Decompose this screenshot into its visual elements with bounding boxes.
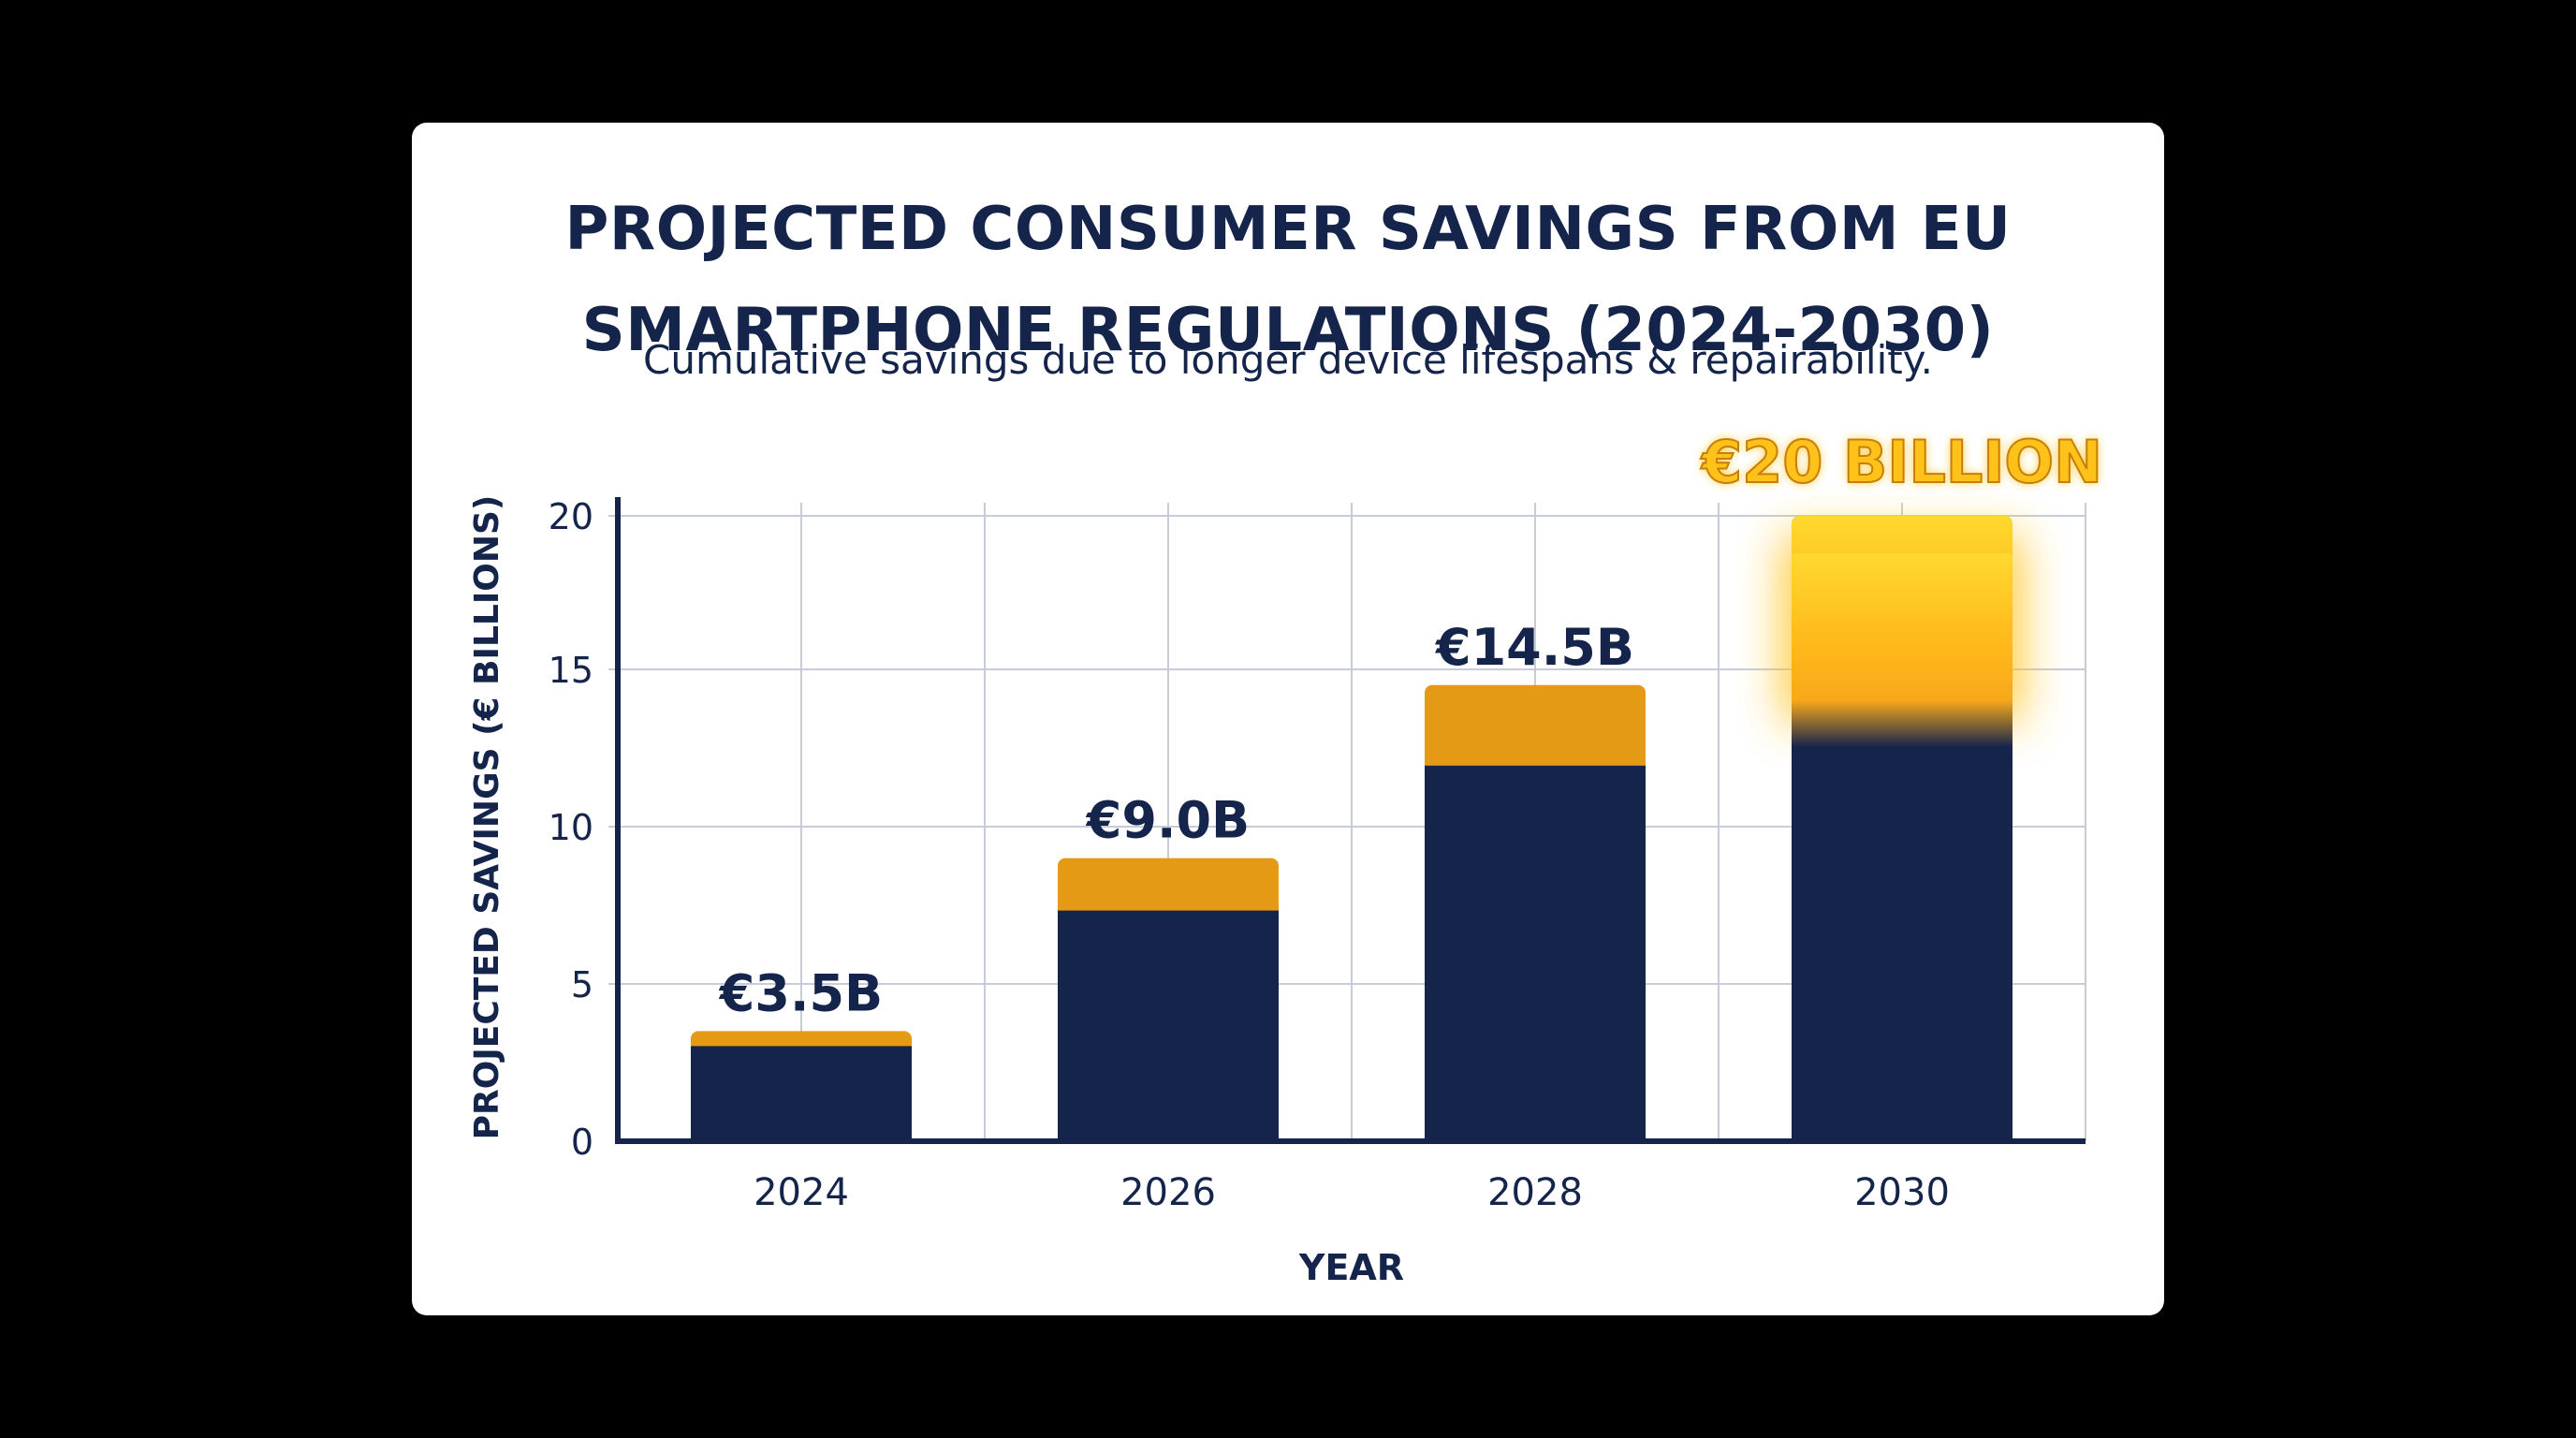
x-tick-label: 2028 <box>1487 1171 1583 1214</box>
bar-2026 <box>1058 910 1279 1141</box>
x-tick-label: 2030 <box>1854 1171 1950 1214</box>
y-tick-label: 10 <box>549 807 593 848</box>
data-label-2024: €3.5B <box>718 963 883 1022</box>
x-axis-title: YEAR <box>1298 1247 1404 1288</box>
bar-2024 <box>691 1046 912 1141</box>
chart-card: PROJECTED CONSUMER SAVINGS FROM EU SMART… <box>412 123 2164 1315</box>
x-tick-label: 2024 <box>754 1171 849 1214</box>
chart-subtitle: Cumulative savings due to longer device … <box>643 337 1933 383</box>
y-axis-title: PROJECTED SAVINGS (€ BILLIONS) <box>468 495 506 1140</box>
y-tick-label: 5 <box>571 964 593 1005</box>
chart-title: PROJECTED CONSUMER SAVINGS FROM EU SMART… <box>564 195 2012 365</box>
y-tick-label: 15 <box>549 650 593 691</box>
data-label-2030: €20 BILLION <box>1700 428 2102 496</box>
y-tick-label: 20 <box>549 496 593 537</box>
x-tick-label: 2026 <box>1120 1171 1216 1214</box>
data-label-glow: €20 BILLION <box>1700 428 2102 496</box>
y-tick-label: 0 <box>571 1122 593 1163</box>
data-label-2026: €9.0B <box>1085 791 1250 850</box>
bar-2028 <box>1425 765 1646 1141</box>
data-label-2028: €14.5B <box>1434 618 1634 677</box>
bar-chart: 0 5 10 15 20 €3.5B 2024 €9.0B 2026 €14.5B 2028 €20 … <box>468 427 2103 1288</box>
bar-2030-body <box>1792 553 2012 1141</box>
